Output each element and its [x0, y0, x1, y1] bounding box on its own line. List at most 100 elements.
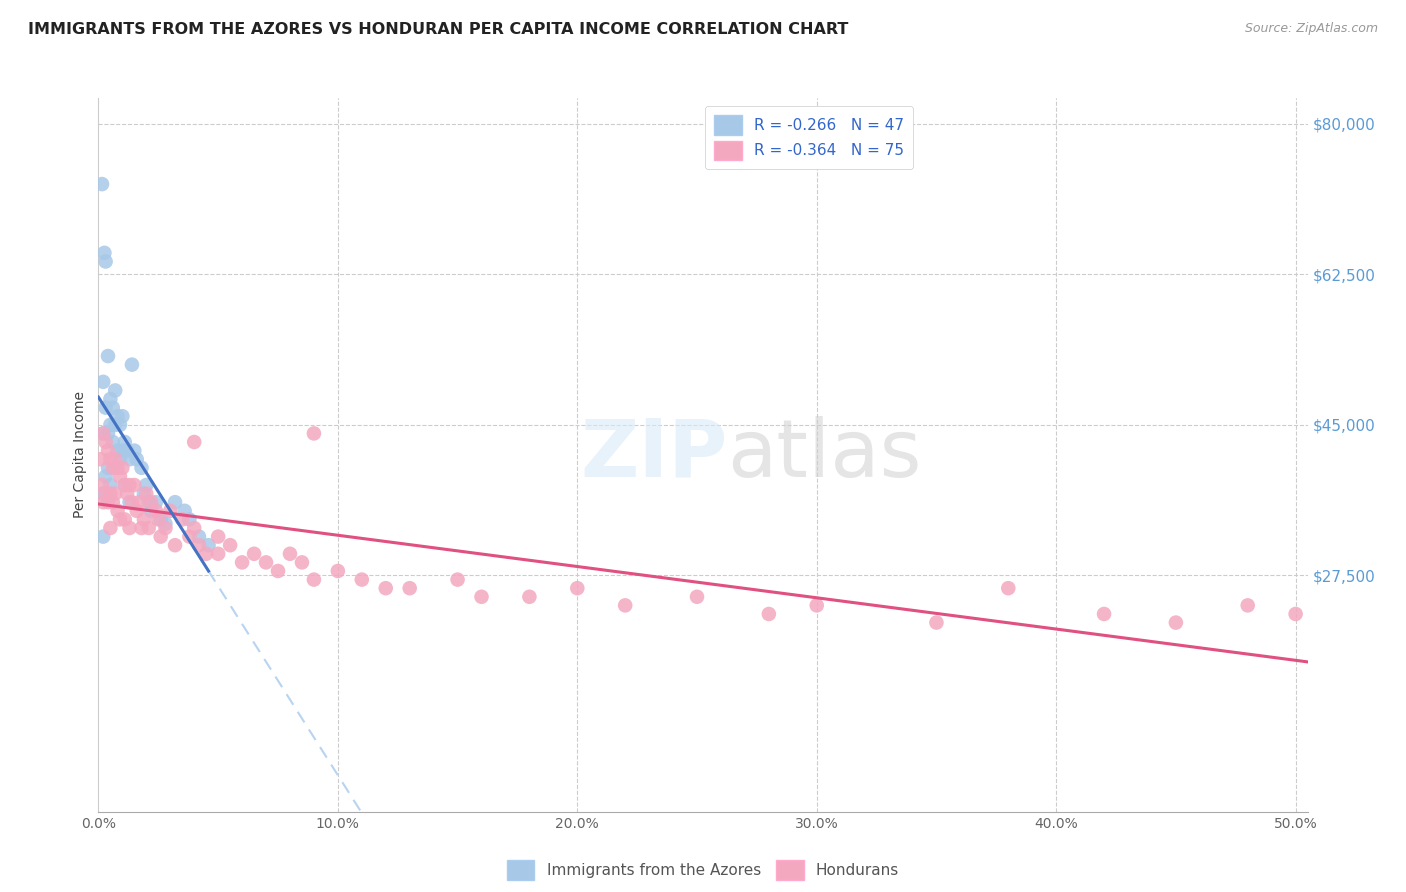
Point: [107, 409, 129, 424]
Point: [149, 512, 172, 526]
Point: [1092, 607, 1115, 621]
Point: [94, 469, 117, 483]
Point: [686, 590, 709, 604]
Point: [188, 530, 211, 544]
Point: [997, 581, 1019, 595]
Y-axis label: Per Capita Income: Per Capita Income: [73, 392, 87, 518]
Point: [163, 495, 186, 509]
Point: [131, 460, 153, 475]
Point: [94, 401, 117, 415]
Point: [155, 516, 177, 531]
Point: [100, 417, 122, 432]
Point: [108, 512, 131, 526]
Text: ZIP: ZIP: [579, 416, 727, 494]
Text: IMMIGRANTS FROM THE AZORES VS HONDURAN PER CAPITA INCOME CORRELATION CHART: IMMIGRANTS FROM THE AZORES VS HONDURAN P…: [28, 22, 848, 37]
Point: [446, 573, 468, 587]
Point: [94, 435, 117, 450]
Point: [101, 460, 124, 475]
Point: [758, 607, 780, 621]
Point: [100, 452, 122, 467]
Point: [100, 486, 122, 500]
Point: [1284, 607, 1306, 621]
Point: [179, 512, 201, 526]
Point: [128, 495, 150, 509]
Point: [219, 538, 242, 552]
Point: [115, 443, 138, 458]
Point: [132, 486, 155, 500]
Point: [139, 504, 162, 518]
Point: [145, 495, 167, 509]
Point: [179, 530, 201, 544]
Point: [94, 486, 117, 500]
Point: [925, 615, 948, 630]
Point: [125, 452, 148, 467]
Point: [207, 547, 229, 561]
Point: [114, 478, 136, 492]
Point: [101, 401, 124, 415]
Point: [135, 486, 157, 500]
Point: [111, 443, 134, 458]
Point: [107, 504, 129, 518]
Point: [115, 486, 138, 500]
Point: [207, 530, 229, 544]
Point: [132, 512, 155, 526]
Point: [101, 495, 124, 509]
Point: [135, 478, 157, 492]
Point: [104, 417, 127, 432]
Point: [267, 564, 290, 578]
Point: [91, 495, 114, 509]
Point: [1236, 599, 1258, 613]
Point: [118, 495, 141, 509]
Point: [97, 426, 120, 441]
Point: [90, 452, 112, 467]
Point: [97, 443, 120, 458]
Point: [91, 177, 114, 191]
Point: [91, 426, 114, 441]
Point: [350, 573, 373, 587]
Point: [567, 581, 589, 595]
Point: [107, 460, 129, 475]
Point: [398, 581, 420, 595]
Point: [114, 512, 136, 526]
Text: Source: ZipAtlas.com: Source: ZipAtlas.com: [1244, 22, 1378, 36]
Point: [231, 555, 253, 569]
Point: [97, 460, 120, 475]
Point: [139, 495, 162, 509]
Point: [254, 555, 277, 569]
Point: [118, 452, 141, 467]
Point: [111, 409, 134, 424]
Point: [614, 599, 637, 613]
Point: [91, 426, 114, 441]
Point: [104, 460, 127, 475]
Point: [125, 504, 148, 518]
Point: [104, 486, 127, 500]
Point: [326, 564, 349, 578]
Text: atlas: atlas: [727, 416, 921, 494]
Point: [173, 504, 195, 518]
Point: [107, 443, 129, 458]
Point: [124, 478, 146, 492]
Point: [172, 512, 194, 526]
Point: [138, 495, 160, 509]
Point: [519, 590, 541, 604]
Point: [148, 512, 170, 526]
Point: [138, 521, 160, 535]
Point: [145, 504, 167, 518]
Point: [806, 599, 828, 613]
Point: [302, 573, 325, 587]
Point: [278, 547, 301, 561]
Point: [104, 384, 127, 398]
Point: [91, 486, 114, 500]
Point: [155, 521, 177, 535]
Point: [374, 581, 396, 595]
Point: [108, 417, 131, 432]
Point: [470, 590, 492, 604]
Point: [149, 530, 172, 544]
Point: [114, 478, 136, 492]
Point: [91, 530, 114, 544]
Point: [159, 504, 181, 518]
Point: [291, 555, 314, 569]
Point: [195, 547, 218, 561]
Point: [163, 538, 186, 552]
Point: [197, 538, 219, 552]
